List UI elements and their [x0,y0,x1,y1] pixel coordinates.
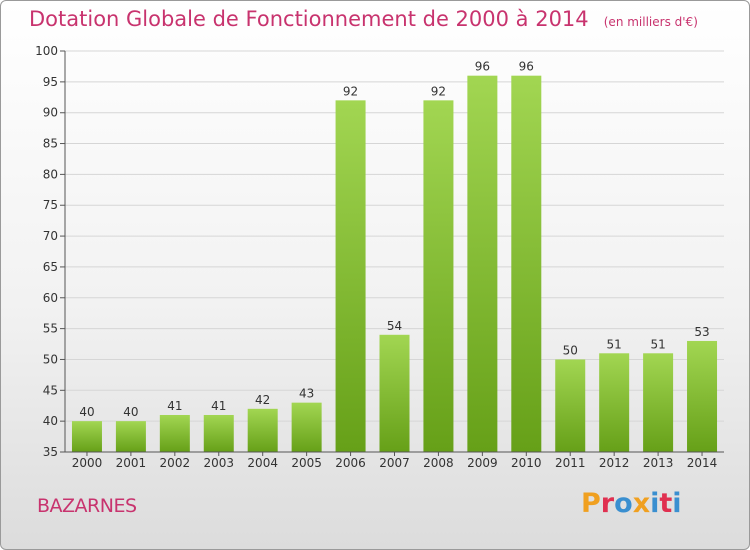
logo-letter: i [672,488,682,519]
data-label-2005: 43 [299,387,314,401]
x-tick-label-2006: 2006 [335,456,366,470]
bars [71,75,718,452]
y-tick-label: 50 [43,352,58,366]
data-label-2012: 51 [607,337,622,351]
y-tick-label: 60 [43,291,58,305]
chart-unit-label: (en milliers d'€) [603,15,698,29]
x-tick-label-2008: 2008 [423,456,454,470]
logo-letter: o [614,488,633,519]
proxiti-logo: Proxiti [581,488,682,519]
data-label-2003: 41 [211,399,226,413]
logo-letter: P [581,488,601,519]
x-tick-label-2007: 2007 [379,456,410,470]
x-tick-label-2009: 2009 [467,456,498,470]
chart-title: Dotation Globale de Fonctionnement de 20… [29,7,589,31]
x-tick-label-2004: 2004 [247,456,278,470]
bar-2013 [643,353,674,452]
data-label-2006: 92 [343,84,358,98]
bar-2011 [555,359,586,452]
y-tick-label: 75 [43,198,58,212]
x-tick-label-2000: 2000 [72,456,103,470]
bar-2010 [511,75,542,452]
bar-2014 [687,340,718,452]
bar-2007 [379,334,410,452]
bar-2000 [71,421,102,452]
x-tick-label-2012: 2012 [599,456,630,470]
x-tick-label-2010: 2010 [511,456,542,470]
y-tick-label: 70 [43,229,58,243]
bar-2008 [423,100,454,452]
data-label-2000: 40 [79,405,94,419]
y-tick-label: 95 [43,75,58,89]
y-tick-label: 55 [43,322,58,336]
bar-2005 [291,402,322,452]
logo-letter: x [632,488,651,519]
data-label-2002: 41 [167,399,182,413]
data-label-2001: 40 [123,405,138,419]
data-label-2010: 96 [519,60,534,74]
y-tick-label: 100 [35,44,58,58]
y-tick-label: 80 [43,167,58,181]
logo-letter: t [659,488,673,519]
y-tick-label: 85 [43,137,58,151]
bar-2002 [159,414,190,452]
data-label-2009: 96 [475,60,490,74]
x-tick-label-2002: 2002 [160,456,191,470]
bar-2012 [599,353,630,452]
data-label-2008: 92 [431,84,446,98]
logo-letter: r [600,488,615,519]
y-tick-label: 35 [43,445,58,459]
bar-2004 [247,408,278,452]
data-label-2007: 54 [387,319,402,333]
data-label-2004: 42 [255,393,270,407]
y-tick-label: 90 [43,106,58,120]
axes: 35 40 45 50 55 60 65 70 75 80 85 90 95 100 2000 2001 200… [35,44,724,470]
y-tick-label: 40 [43,414,58,428]
y-tick-label: 45 [43,383,58,397]
x-tick-label-2014: 2014 [687,456,718,470]
y-tick-label: 65 [43,260,58,274]
data-label-2014: 53 [694,325,709,339]
bar-2001 [115,421,146,452]
data-label-2011: 50 [563,343,578,357]
data-label-2013: 51 [650,337,665,351]
x-tick-label-2001: 2001 [116,456,147,470]
commune-name: BAZARNES [37,495,137,517]
x-tick-label-2013: 2013 [643,456,674,470]
x-tick-label-2005: 2005 [291,456,322,470]
bar-2009 [467,75,498,452]
x-tick-label-2003: 2003 [203,456,234,470]
bar-2003 [203,414,234,452]
x-tick-label-2011: 2011 [555,456,586,470]
logo-letter: i [650,488,660,519]
data-labels: 40 40 41 41 42 43 92 54 92 96 96 50 51 51 53 [79,60,709,419]
chart-header: Dotation Globale de Fonctionnement de 20… [29,7,698,31]
bar-2006 [335,100,366,452]
